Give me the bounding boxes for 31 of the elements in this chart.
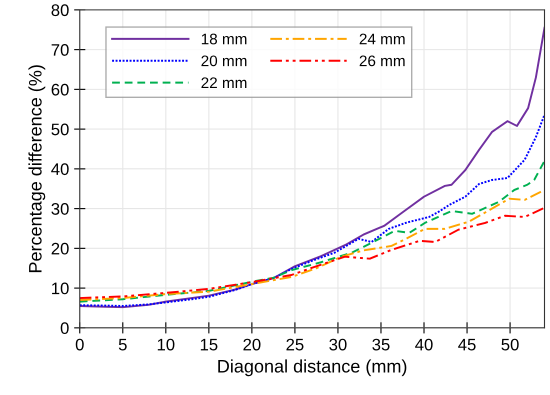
x-tick-label: 40 — [415, 338, 433, 351]
line-series — [80, 26, 544, 308]
x-tick-label: 30 — [329, 338, 347, 351]
x-tick-label: 25 — [286, 338, 304, 351]
x-tick-label: 20 — [243, 338, 260, 351]
y-tick-label: 0 — [60, 322, 69, 334]
line-series — [80, 160, 544, 303]
y-tick-label: 70 — [52, 44, 69, 56]
legend-label: 22 mm — [201, 77, 246, 88]
y-tick-label: 60 — [52, 84, 69, 96]
y-tick-label: 20 — [52, 242, 69, 255]
legend-label: 20 mm — [201, 55, 246, 66]
y-tick-label: 50 — [51, 124, 69, 136]
y-tick-label: 80 — [52, 4, 69, 16]
line-series — [80, 114, 544, 307]
line-series — [80, 206, 544, 300]
y-tick-label: 10 — [52, 282, 69, 294]
legend-label: 24 mm — [360, 34, 405, 44]
x-tick-label: 45 — [458, 338, 476, 351]
x-tick-label: 0 — [76, 338, 84, 351]
y-tick-label: 30 — [51, 203, 69, 215]
x-tick-label: 35 — [372, 338, 390, 351]
y-axis-title: Percentage difference (%) — [28, 65, 46, 272]
x-tick-label: 50 — [501, 338, 519, 351]
x-tick-label: 10 — [158, 338, 174, 351]
x-axis-title: Diagonal distance (mm) — [218, 359, 406, 376]
x-tick-label: 15 — [200, 338, 218, 351]
legend-label: 18 mm — [202, 34, 246, 44]
legend-label: 26 mm — [360, 55, 405, 66]
y-tick-label: 40 — [51, 163, 69, 176]
x-tick-label: 5 — [118, 338, 127, 351]
